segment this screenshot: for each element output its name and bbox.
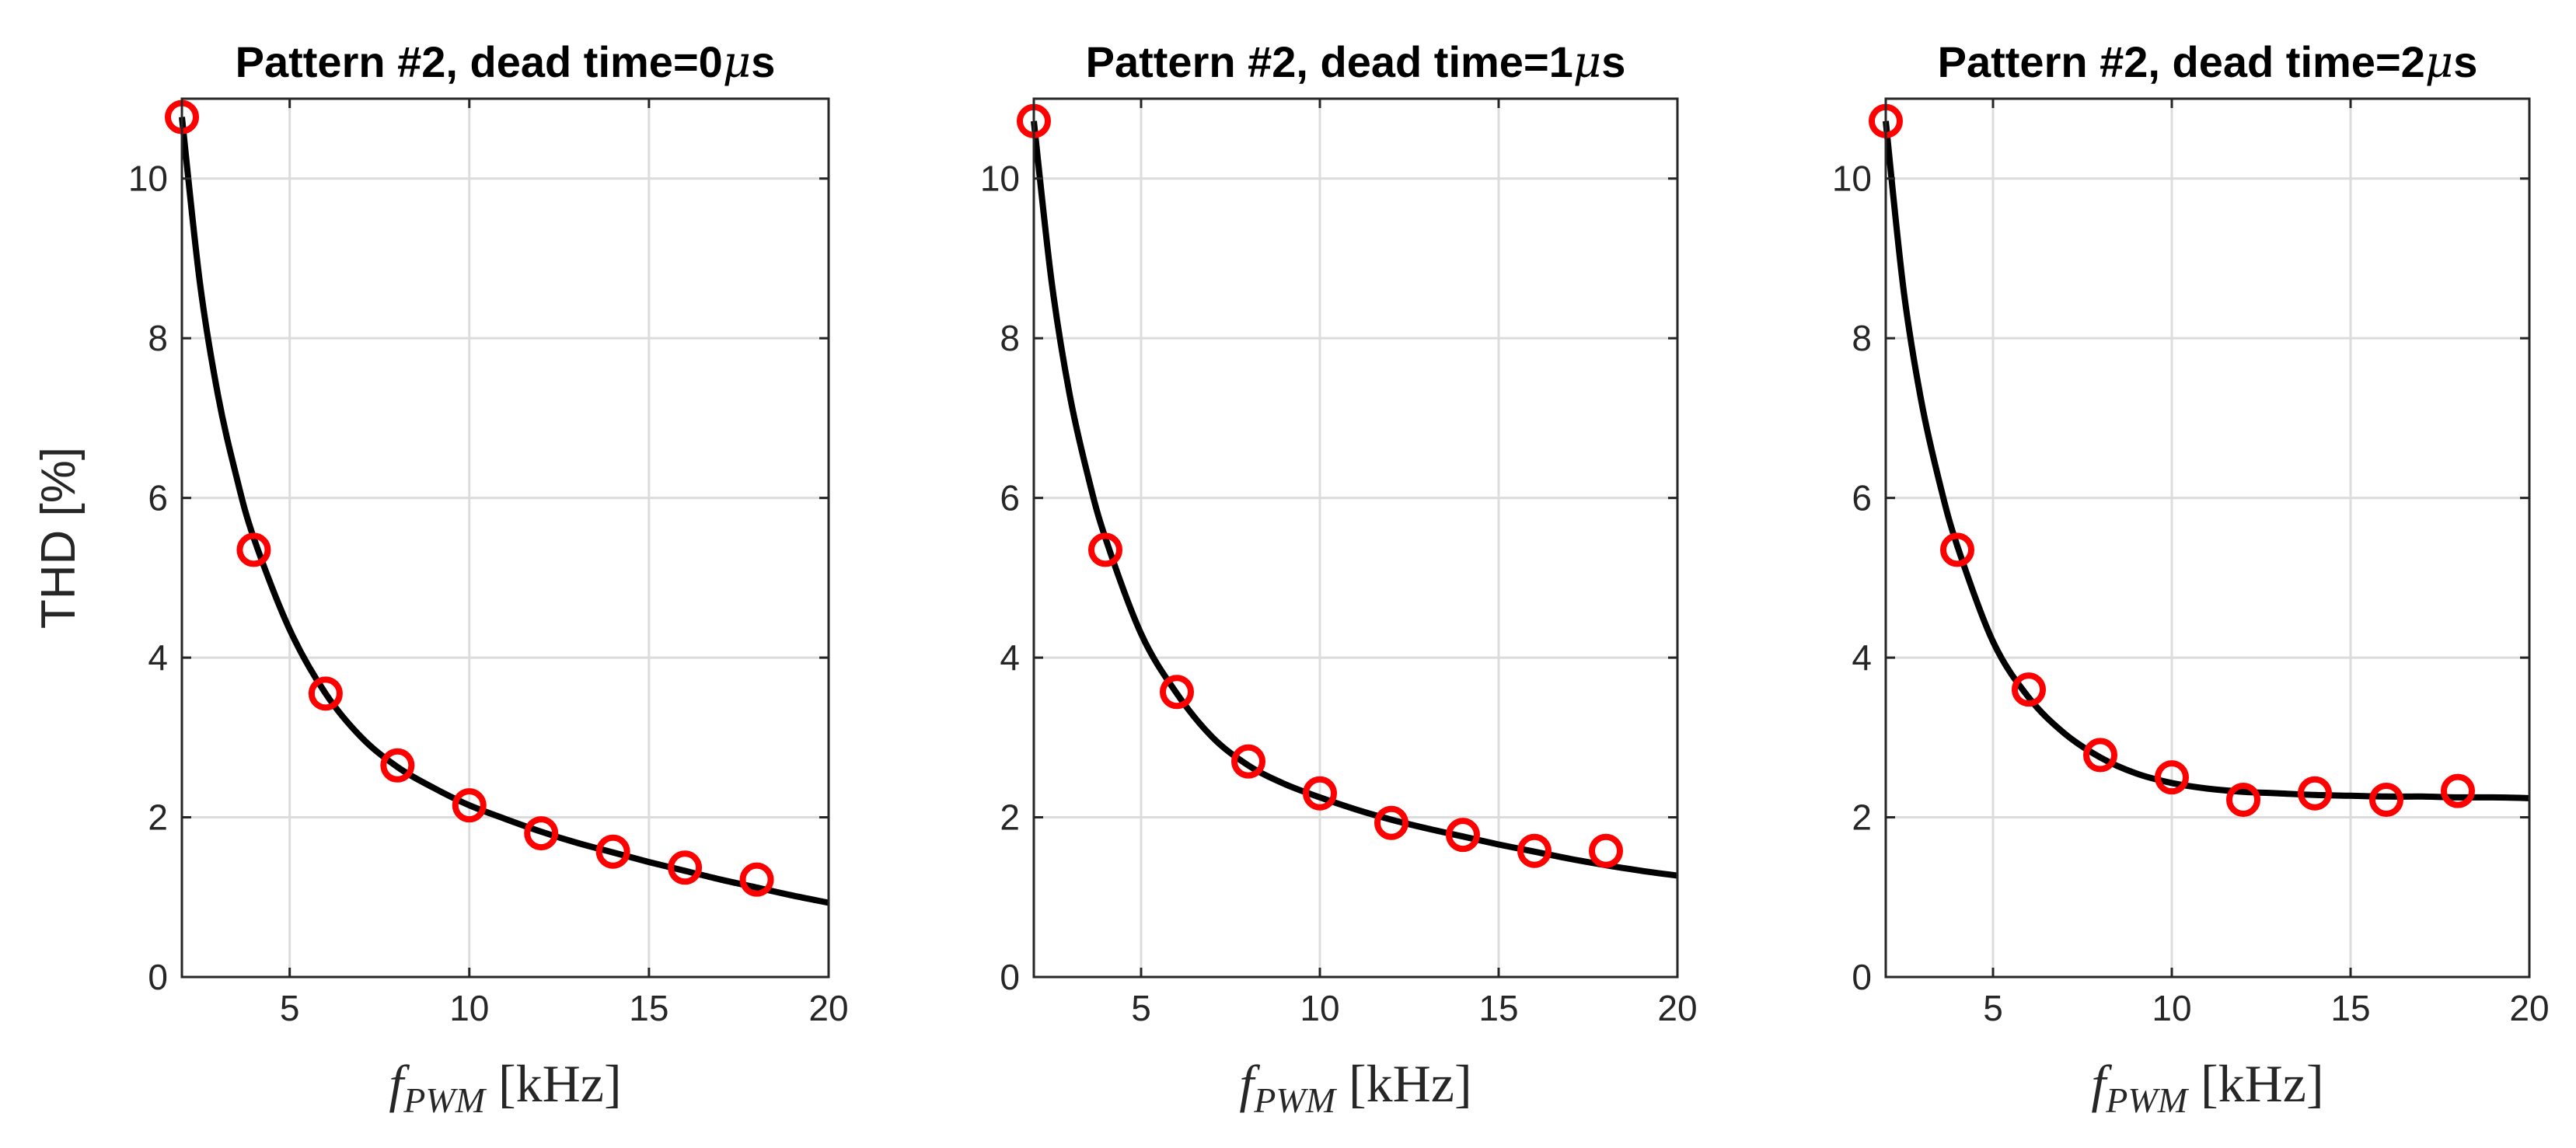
subplot-3-y-tick-label-8: 8 xyxy=(1852,318,1872,358)
subplot-3-data-point-4 xyxy=(2083,738,2117,773)
subplot-3-x-tick-label-20: 20 xyxy=(2509,988,2549,1028)
subplot-2-data-point-7 xyxy=(1446,818,1480,853)
subplot-2-y-tick-label-2: 2 xyxy=(1000,797,1020,838)
subplot-1-x-tick-label-20: 20 xyxy=(808,988,848,1028)
subplot-1-y-tick-label-10: 10 xyxy=(128,159,168,199)
subplot-2-data-point-4 xyxy=(1231,744,1265,779)
subplot-1-data-point-2 xyxy=(236,532,271,567)
subplot-2-fit-curve xyxy=(1031,120,1678,879)
subplot-1-data-point-5 xyxy=(452,788,487,823)
subplot-3-y-tick-label-2: 2 xyxy=(1852,797,1872,838)
subplot-3-x-tick-label-10: 10 xyxy=(2152,988,2191,1028)
subplot-2-data-point-8 xyxy=(1517,833,1552,868)
subplot-2-axes-box xyxy=(1032,97,1679,979)
subplot-3: 5 10 15 20 0 2 4 6 8 10 Pattern #2, dead time=2μs… xyxy=(1832,37,2550,1120)
subplot-3-y-tick-label-4: 4 xyxy=(1852,637,1872,678)
subplot-1-x-axis-label: fPWM [kHz] xyxy=(389,1054,621,1120)
subplot-3-x-tick-label-5: 5 xyxy=(1983,988,2003,1028)
subplot-3-y-tick-label-6: 6 xyxy=(1852,478,1872,518)
subplot-2-x-tick-label-10: 10 xyxy=(1300,988,1339,1028)
subplot-2-data-point-5 xyxy=(1303,776,1337,811)
subplot-1-y-tick-label-6: 6 xyxy=(148,478,168,518)
y-axis-label: THD [%] xyxy=(32,447,86,629)
subplot-3-data-point-2 xyxy=(1940,532,1974,567)
subplot-1-y-tick-label-2: 2 xyxy=(148,797,168,838)
subplot-1-fit-curve xyxy=(179,117,829,906)
subplot-3-data-point-6 xyxy=(2226,782,2260,817)
subplot-2-y-tick-label-8: 8 xyxy=(1000,318,1020,358)
subplot-2-data-point-3 xyxy=(1160,675,1194,710)
subplot-3-axes-box xyxy=(1884,97,2531,979)
subplot-1-data-point-7 xyxy=(595,834,630,869)
subplot-1-y-tick-label-0: 0 xyxy=(148,957,168,997)
subplot-1-x-tick-label-10: 10 xyxy=(449,988,489,1028)
subplot-3-data-point-7 xyxy=(2298,776,2332,811)
subplot-1: 5 10 15 20 0 2 4 6 8 10 Pattern #2, dead time=0μs… xyxy=(32,37,849,1120)
subplot-1-data-point-4 xyxy=(380,748,415,783)
subplot-3-y-tick-label-10: 10 xyxy=(1832,159,1872,199)
subplot-3-data-point-3 xyxy=(2012,672,2046,707)
subplot-1-x-tick-label-5: 5 xyxy=(280,988,300,1028)
subplot-2-x-tick-label-15: 15 xyxy=(1478,988,1518,1028)
subplot-2-y-tick-label-0: 0 xyxy=(1000,957,1020,997)
subplot-1-data-point-3 xyxy=(308,676,343,711)
subplot-2-x-tick-label-20: 20 xyxy=(1657,988,1697,1028)
subplot-2-y-tick-label-10: 10 xyxy=(980,159,1020,199)
subplot-3-fit-curve xyxy=(1883,120,2530,801)
subplot-2-y-tick-label-4: 4 xyxy=(1000,637,1020,678)
subplot-1-axes-box xyxy=(180,97,830,979)
subplot-1-x-tick-label-15: 15 xyxy=(629,988,668,1028)
subplot-2-title: Pattern #2, dead time=1μs xyxy=(1086,37,1626,88)
subplot-2-data-point-2 xyxy=(1088,532,1122,567)
subplot-1-title: Pattern #2, dead time=0μs xyxy=(236,37,776,88)
subplot-1-y-tick-label-8: 8 xyxy=(148,318,168,358)
subplot-2-x-tick-label-5: 5 xyxy=(1131,988,1151,1028)
subplot-1-data-point-6 xyxy=(524,816,559,851)
subplot-2-data-point-6 xyxy=(1374,805,1408,840)
subplot-2-x-axis-label: fPWM [kHz] xyxy=(1239,1054,1471,1120)
subplot-2-y-tick-label-6: 6 xyxy=(1000,478,1020,518)
subplot-3-x-axis-label: fPWM [kHz] xyxy=(2091,1054,2323,1120)
subplot-1-y-tick-label-4: 4 xyxy=(148,637,168,678)
subplot-3-data-point-9 xyxy=(2441,773,2475,808)
subplot-1-data-point-8 xyxy=(668,850,703,885)
subplot-2-data-point-9 xyxy=(1589,833,1623,868)
subplot-2: 5 10 15 20 0 2 4 6 8 10 Pattern #2, dead time=1μs… xyxy=(980,37,1698,1120)
subplot-3-data-point-5 xyxy=(2155,760,2189,795)
subplot-3-y-tick-label-0: 0 xyxy=(1852,957,1872,997)
subplot-3-x-tick-label-15: 15 xyxy=(2330,988,2370,1028)
subplot-3-data-point-8 xyxy=(2369,782,2403,817)
subplot-1-data-point-9 xyxy=(739,862,774,897)
subplot-3-title: Pattern #2, dead time=2μs xyxy=(1938,37,2478,88)
